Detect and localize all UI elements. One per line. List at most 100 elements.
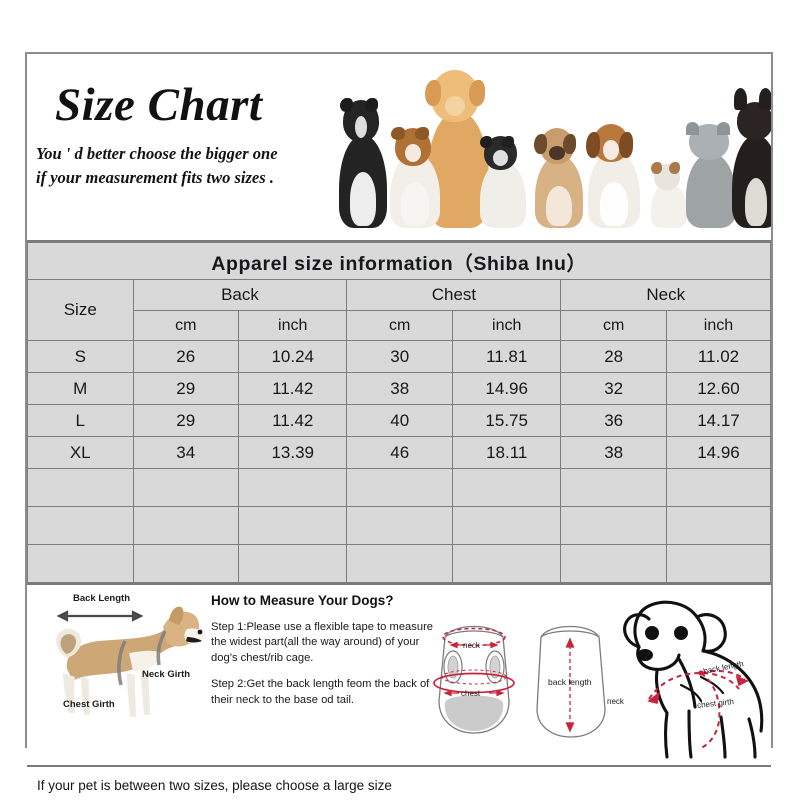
cell-chest-cm: 30 (346, 340, 453, 373)
cell-back-cm: 26 (132, 340, 239, 373)
puppy-outline-icon (623, 600, 764, 759)
cell-empty (237, 544, 348, 583)
pet-grey-cat (683, 122, 739, 228)
cell-chest-cm: 40 (346, 404, 453, 437)
cell-back-cm: 29 (132, 372, 239, 405)
cell-empty (132, 506, 239, 545)
cell-size: L (27, 404, 134, 437)
cell-chest-inch: 11.81 (451, 340, 562, 373)
cell-empty (237, 506, 348, 545)
footer-note-bar: If your pet is between two sizes, please… (27, 765, 771, 803)
pet-pekingese (532, 128, 586, 228)
cell-chest-inch: 15.75 (451, 404, 562, 437)
shiba-dog-icon (56, 606, 205, 717)
size-table: Apparel size information（Shiba Inu） Size… (27, 242, 772, 583)
cell-back-inch: 11.42 (237, 404, 348, 437)
cell-back-cm: 34 (132, 436, 239, 469)
pet-french-bulldog (729, 88, 771, 228)
cell-empty (665, 544, 772, 583)
cell-chest-cm: 38 (346, 372, 453, 405)
pet-chihuahua (649, 162, 689, 228)
table-row: M 29 11.42 38 14.96 32 12.60 (27, 372, 772, 405)
table-title: Apparel size information（Shiba Inu） (27, 242, 771, 280)
cell-empty (451, 468, 562, 507)
dog-label-neck-girth: Neck Girth (142, 669, 191, 680)
how-to-measure-section: Back Length Neck Girth Chest Girth How t… (27, 583, 771, 765)
cell-empty (451, 506, 562, 545)
pet-border-collie (335, 98, 391, 228)
cell-empty (665, 506, 772, 545)
measure-step-2: Step 2:Get the back length feom the back… (211, 678, 430, 706)
header-subtitle-line1: You ' d better choose the bigger one (36, 144, 278, 163)
cell-neck-cm: 36 (560, 404, 667, 437)
cell-neck-cm: 28 (560, 340, 667, 373)
size-chart-card: Size Chart You ' d better choose the big… (25, 52, 773, 803)
table-row-empty (27, 544, 772, 583)
table-unit-header-row: cm inch cm inch cm inch (28, 310, 772, 341)
unit-header-back-cm: cm (132, 310, 239, 341)
dog-label-back-length: Back Length (73, 593, 131, 604)
cell-empty (560, 544, 667, 583)
unit-header-chest-inch: inch (451, 310, 562, 341)
cell-neck-inch: 11.02 (665, 340, 772, 373)
column-header-size: Size (27, 279, 134, 341)
cell-chest-inch: 18.11 (451, 436, 562, 469)
dog-label-chest-girth: Chest Girth (63, 699, 115, 710)
cell-size: M (27, 372, 134, 405)
footer-note: If your pet is between two sizes, please… (37, 777, 392, 793)
header-subtitle-line2: if your measurement fits two sizes . (36, 167, 274, 187)
cell-neck-cm: 38 (560, 436, 667, 469)
page-title: Size Chart (55, 79, 263, 131)
table-title-row: Apparel size information（Shiba Inu） (27, 242, 771, 280)
cell-empty (132, 544, 239, 583)
cell-empty (560, 468, 667, 507)
cell-empty (27, 468, 134, 507)
measure-step-1: Step 1:Please use a flexible tape to mea… (211, 621, 434, 664)
puppy-line-art: neck back length chest girth (605, 589, 771, 759)
size-table-wrapper: Apparel size information（Shiba Inu） Size… (27, 240, 772, 583)
cell-empty (132, 468, 239, 507)
garment-front-and-back-icon (433, 625, 606, 738)
cell-empty (237, 468, 348, 507)
cell-neck-inch: 14.17 (665, 404, 772, 437)
table-row: S 26 10.24 30 11.81 28 11.02 (27, 340, 772, 373)
pets-photo-strip (327, 60, 771, 240)
cell-empty (346, 468, 453, 507)
cell-empty (27, 544, 134, 583)
cell-neck-inch: 12.60 (665, 372, 772, 405)
cell-chest-cm: 46 (346, 436, 453, 469)
column-group-neck: Neck (560, 279, 771, 311)
unit-header-back-inch: inch (237, 310, 348, 341)
table-row-empty (27, 468, 772, 507)
cell-empty (665, 468, 772, 507)
cell-back-inch: 10.24 (237, 340, 348, 373)
unit-header-neck-cm: cm (560, 310, 667, 341)
cell-empty (560, 506, 667, 545)
cell-size: XL (27, 436, 134, 469)
cell-neck-inch: 14.96 (665, 436, 772, 469)
measure-heading: How to Measure Your Dogs? (211, 593, 394, 608)
measure-instructions: How to Measure Your Dogs? Step 1:Please … (211, 593, 436, 719)
dog-measurement-illustration: Back Length Neck Girth Chest Girth (29, 591, 207, 739)
garment-diagrams: neck chest back length (431, 597, 611, 747)
pet-beagle (585, 124, 643, 228)
garment-label-neck: neck (463, 641, 480, 650)
garment-label-back-length: back length (548, 677, 592, 687)
pet-terrier-black-white (477, 136, 529, 228)
cell-chest-inch: 14.96 (451, 372, 562, 405)
table-row: XL 34 13.39 46 18.11 38 14.96 (27, 436, 772, 469)
garment-label-chest: chest (461, 689, 481, 698)
cell-neck-cm: 32 (560, 372, 667, 405)
cell-back-cm: 29 (132, 404, 239, 437)
header-banner: Size Chart You ' d better choose the big… (27, 54, 771, 240)
cell-back-inch: 13.39 (237, 436, 348, 469)
header-subtitle: You ' d better choose the bigger one if … (36, 142, 376, 190)
unit-header-chest-cm: cm (346, 310, 453, 341)
cell-back-inch: 11.42 (237, 372, 348, 405)
pet-jack-russell-brown (387, 127, 443, 228)
table-row-empty (27, 506, 772, 545)
cell-empty (346, 506, 453, 545)
unit-header-neck-inch: inch (665, 310, 772, 341)
cell-size: S (27, 340, 134, 373)
